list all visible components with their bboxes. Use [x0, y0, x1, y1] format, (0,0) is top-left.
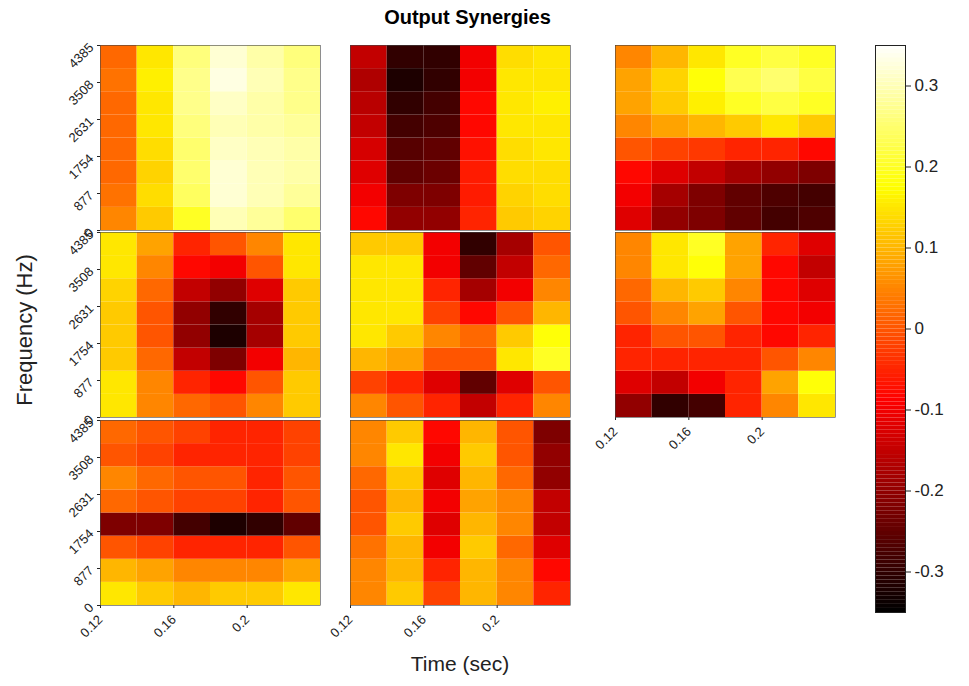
svg-text:0: 0 [915, 319, 924, 338]
svg-text:0.2: 0.2 [744, 424, 767, 447]
svg-text:0.16: 0.16 [400, 612, 429, 641]
svg-text:2631: 2631 [66, 301, 97, 332]
svg-text:3508: 3508 [66, 452, 97, 483]
svg-text:877: 877 [71, 563, 97, 589]
svg-text:0: 0 [80, 600, 97, 616]
svg-text:1754: 1754 [66, 151, 97, 182]
svg-text:3508: 3508 [66, 264, 97, 295]
svg-text:-0.2: -0.2 [915, 481, 944, 500]
svg-text:4385: 4385 [66, 40, 97, 71]
svg-text:4385: 4385 [66, 227, 97, 258]
html-text:Time (sec): Time (sec) [410, 652, 510, 675]
svg-text:-0.1: -0.1 [915, 400, 944, 419]
svg-text:4385: 4385 [66, 415, 97, 446]
svg-text:2631: 2631 [66, 489, 97, 520]
svg-text:0.16: 0.16 [665, 424, 694, 453]
svg-text:2631: 2631 [66, 114, 97, 145]
svg-text:0.2: 0.2 [915, 157, 939, 176]
svg-text:0.12: 0.12 [592, 424, 621, 453]
html-text:Output Synergies: Output Synergies [384, 6, 551, 28]
svg-text:0.12: 0.12 [77, 612, 106, 641]
svg-text:877: 877 [71, 188, 97, 214]
svg-text:1754: 1754 [66, 526, 97, 557]
svg-text:0.12: 0.12 [327, 612, 356, 641]
svg-text:877: 877 [71, 375, 97, 401]
svg-text:1754: 1754 [66, 338, 97, 369]
svg-text:-0.3: -0.3 [915, 562, 944, 581]
svg-text:0.16: 0.16 [150, 612, 179, 641]
html-text:Frequency (Hz): Frequency (Hz) [12, 254, 37, 406]
svg-text:0.3: 0.3 [915, 76, 939, 95]
svg-text:0.2: 0.2 [479, 612, 502, 635]
svg-text:3508: 3508 [66, 77, 97, 108]
svg-text:0.1: 0.1 [915, 238, 939, 257]
svg-text:0.2: 0.2 [229, 612, 252, 635]
